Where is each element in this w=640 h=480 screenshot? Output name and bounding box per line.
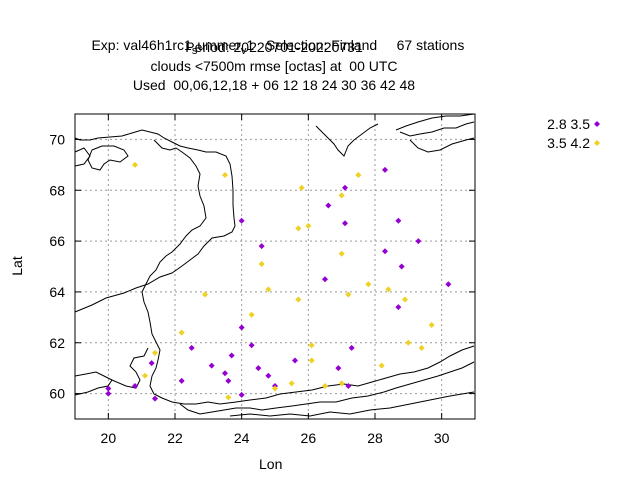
y-tick-label: 62 [49, 335, 65, 351]
data-point-series-2 [202, 291, 208, 298]
data-point-series-1 [225, 377, 232, 384]
data-point-series-1 [248, 342, 255, 349]
legend-marker-2 [594, 140, 600, 146]
plot-area-border [74, 113, 476, 420]
data-point-series-2 [365, 281, 372, 288]
chart-title-line-2: Period: 20220701-20220731 [185, 39, 363, 55]
x-tick-label: 30 [434, 430, 450, 446]
chart-title-line-3: clouds <7500m rmse [octas] at 00 UTC [150, 58, 398, 74]
title-part-c: 1 Selection: Finland 67 stations [246, 37, 465, 53]
data-point-series-2 [355, 172, 362, 178]
data-point-series-2 [322, 382, 328, 389]
data-point-series-2 [265, 286, 272, 293]
data-point-series-2 [338, 250, 345, 257]
data-point-series-2 [225, 394, 232, 401]
data-point-series-1 [395, 304, 402, 311]
data-point-series-1 [382, 166, 388, 173]
data-point-series-1 [238, 217, 245, 224]
data-point-series-2 [248, 311, 255, 318]
data-point-series-1 [178, 377, 185, 384]
data-point-series-1 [445, 281, 452, 288]
chart-title-line-1: Exp: val46h1rc1summerv1 Selection: Finla… [0, 18, 548, 60]
data-point-series-1 [395, 217, 402, 224]
axis-ticks: 20 22 24 26 28 30 60 62 64 66 68 70 [49, 114, 475, 446]
legend-label-2: 3.5 4.2 [547, 135, 590, 151]
x-tick-label: 24 [234, 430, 250, 446]
data-point-series-1 [238, 324, 245, 331]
data-point-series-2 [258, 260, 265, 267]
data-point-series-1 [188, 344, 195, 351]
data-point-series-2 [385, 286, 392, 293]
legend-marker-1 [594, 121, 600, 127]
data-point-series-1 [238, 391, 245, 398]
data-point-series-1 [342, 220, 348, 227]
data-point-series-1 [258, 243, 265, 250]
x-tick-label: 22 [167, 430, 183, 446]
data-point-series-1 [105, 385, 112, 392]
legend-label-1: 2.8 3.5 [547, 116, 590, 132]
data-point-series-2 [378, 362, 385, 369]
data-point-series-1 [255, 365, 262, 372]
data-point-series-1 [342, 184, 348, 191]
data-point-series-1 [152, 395, 158, 402]
y-tick-label: 60 [49, 386, 65, 402]
data-point-series-2 [295, 296, 302, 303]
data-point-series-2 [132, 161, 138, 168]
title-part-a: Exp: val46h1rc1 [91, 37, 192, 53]
data-point-series-2 [298, 184, 305, 191]
data-point-series-1 [222, 370, 228, 377]
data-point-series-1 [415, 238, 422, 245]
data-point-series-1 [345, 382, 352, 389]
data-point-series-1 [382, 248, 388, 255]
data-point-series-2 [428, 321, 435, 328]
x-tick-label: 20 [101, 430, 117, 446]
legend: 2.8 3.5 3.5 4.2 [547, 116, 600, 151]
coastline-map [74, 113, 475, 417]
data-point-series-1 [148, 360, 155, 367]
x-tick-label: 28 [367, 430, 383, 446]
x-tick-label: 26 [301, 430, 317, 446]
data-point-series-1 [265, 372, 272, 379]
data-point-series-2 [405, 339, 412, 346]
data-point-series-2 [305, 222, 312, 229]
data-point-series-2 [308, 342, 315, 349]
data-point-series-1 [325, 202, 332, 209]
y-tick-label: 64 [49, 284, 65, 300]
chart-title-line-4: Used 00,06,12,18 + 06 12 18 24 30 36 42 … [132, 77, 416, 93]
data-point-series-2 [288, 380, 295, 387]
data-point-series-1 [132, 382, 138, 389]
data-point-series-2 [222, 172, 228, 178]
title-sub-a: s [191, 44, 198, 57]
title-part-b: ummer [197, 37, 241, 53]
data-point-series-1 [228, 352, 235, 359]
data-point-series-2 [308, 357, 315, 364]
data-point-series-1 [208, 362, 215, 369]
data-point-series-1 [348, 344, 355, 351]
data-point-series-1 [398, 263, 405, 270]
data-point-series-2 [338, 192, 345, 199]
data-point-series-1 [335, 365, 342, 372]
data-point-series-2 [338, 380, 345, 387]
y-tick-label: 66 [49, 233, 65, 249]
y-tick-label: 68 [49, 182, 65, 198]
y-tick-label: 70 [49, 131, 65, 147]
y-axis-label: Lat [9, 256, 25, 276]
data-point-series-2 [152, 349, 158, 356]
grid [75, 114, 475, 419]
data-point-series-2 [345, 291, 352, 298]
data-point-series-1 [322, 276, 328, 283]
data-point-series-2 [142, 372, 148, 379]
title-sub-b: v [240, 44, 247, 57]
data-point-series-2 [402, 296, 408, 303]
data-point-series-1 [292, 357, 298, 364]
x-axis-label: Lon [259, 456, 283, 472]
data-point-series-2 [178, 329, 185, 336]
data-point-series-2 [272, 385, 278, 392]
data-points [105, 161, 452, 402]
data-point-series-1 [105, 390, 112, 397]
data-point-series-2 [295, 225, 302, 232]
data-point-series-2 [418, 344, 425, 351]
